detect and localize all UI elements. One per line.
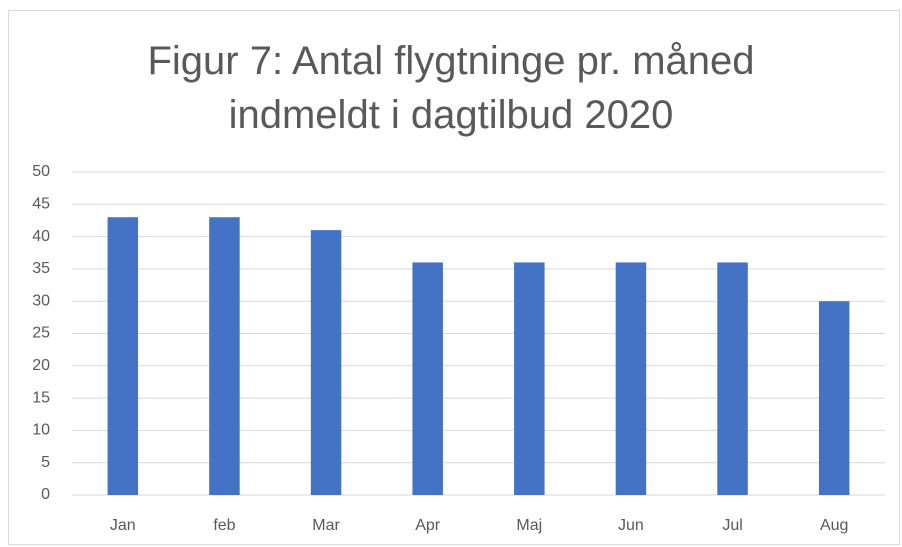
x-tick-label: Apr — [415, 517, 441, 534]
y-tick-label: 10 — [32, 422, 50, 439]
y-tick-label: 45 — [32, 196, 50, 213]
bar — [514, 262, 545, 495]
y-tick-label: 20 — [32, 357, 50, 374]
y-tick-label: 35 — [32, 260, 50, 277]
y-tick-label: 25 — [32, 325, 50, 342]
chart-border — [8, 10, 900, 545]
bar — [717, 262, 748, 495]
x-tick-label: feb — [213, 517, 235, 534]
bar — [615, 262, 647, 495]
bar — [310, 230, 342, 495]
y-tick-label: 50 — [32, 163, 50, 180]
x-tick-label: Jul — [722, 517, 742, 534]
bar — [818, 301, 850, 495]
x-tick-label: Aug — [820, 517, 848, 534]
y-tick-label: 40 — [32, 228, 50, 245]
bar — [107, 217, 139, 495]
x-tick-label: Jun — [618, 517, 644, 534]
chart-title: Figur 7: Antal flygtninge pr. måned indm… — [147, 39, 755, 137]
y-tick-label: 0 — [41, 486, 50, 503]
y-tick-label: 5 — [41, 454, 50, 471]
x-tick-label: Maj — [516, 517, 542, 534]
x-tick-label: Mar — [312, 517, 340, 534]
x-tick-label: Jan — [110, 517, 136, 534]
bar — [412, 262, 443, 495]
y-tick-label: 30 — [32, 292, 50, 309]
bar — [209, 217, 240, 495]
y-tick-label: 15 — [32, 389, 50, 406]
